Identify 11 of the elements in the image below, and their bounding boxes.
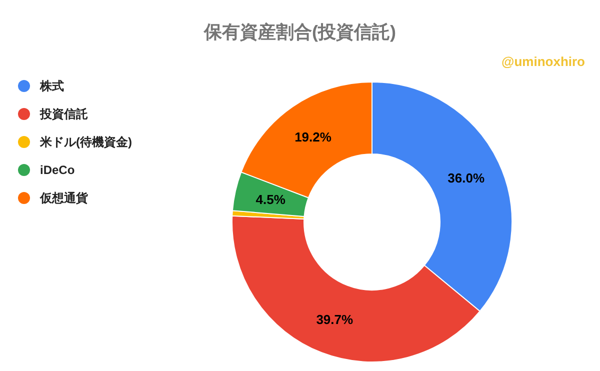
data-label: 36.0%: [448, 170, 485, 186]
data-label: 19.2%: [294, 129, 332, 144]
text: @uminoxhiro: [502, 54, 586, 69]
legend-label: 株式: [39, 79, 64, 93]
legend-label: 投資信託: [39, 107, 88, 121]
legend-label: 米ドル(待機資金): [39, 135, 132, 149]
legend-label: iDeCo: [40, 163, 75, 177]
data-label: 4.5%: [256, 192, 286, 207]
chart-title: 保有資産割合(投資信託): [203, 22, 396, 42]
legend-label: 仮想通貨: [39, 191, 89, 205]
data-label: 39.7%: [316, 312, 354, 328]
